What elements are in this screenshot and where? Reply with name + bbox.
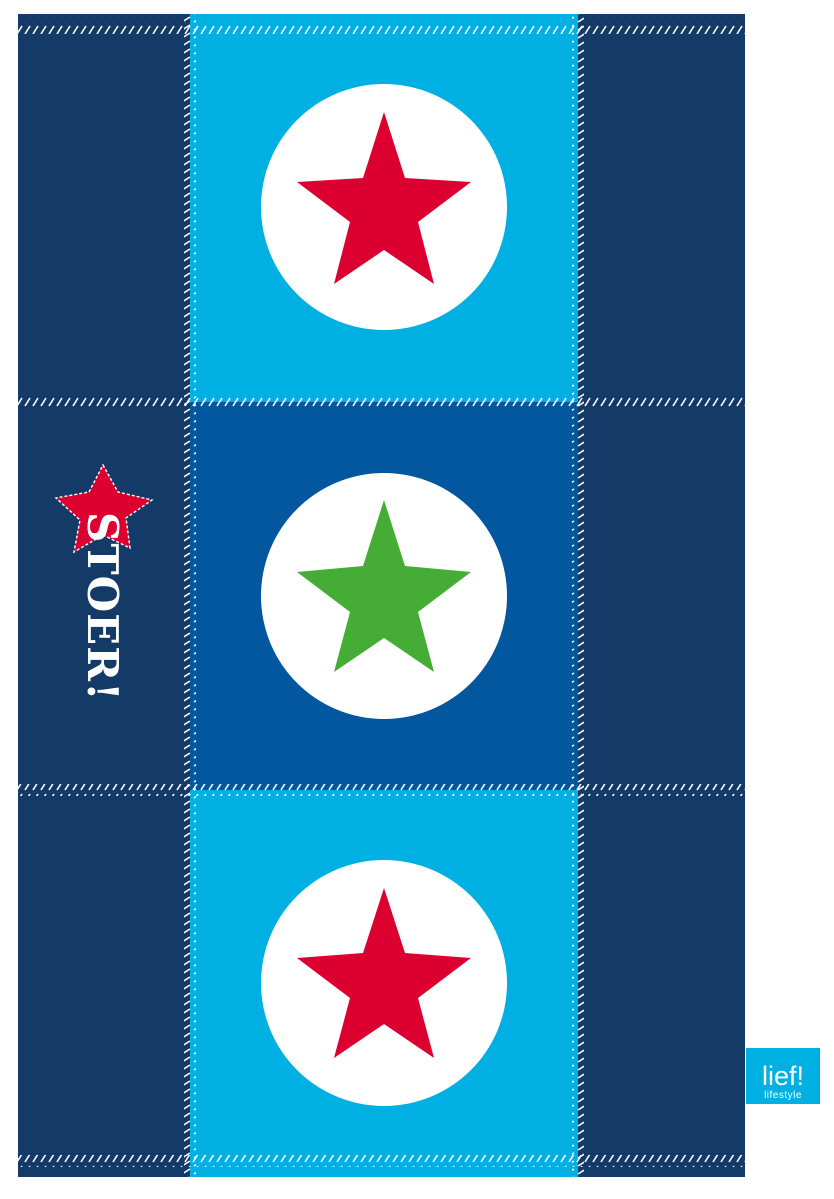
star-icon-red-top	[297, 112, 471, 284]
brand-name: lief!	[762, 1061, 804, 1091]
star-icon-green-middle	[297, 500, 471, 672]
stitch-row-1	[18, 396, 745, 408]
stitch-row-top	[18, 22, 745, 34]
brand-tagline: lifestyle	[764, 1090, 802, 1101]
star-icon-red-bottom	[297, 888, 471, 1058]
star-icon-red-small	[54, 463, 154, 554]
stitch-row-2	[18, 784, 745, 796]
stitch-row-bottom	[18, 1155, 745, 1167]
stitch-col-right	[572, 14, 584, 1177]
brand-badge	[746, 1048, 820, 1104]
stitch-col-left	[184, 14, 196, 1177]
slogan-text: STOER!	[78, 512, 127, 702]
